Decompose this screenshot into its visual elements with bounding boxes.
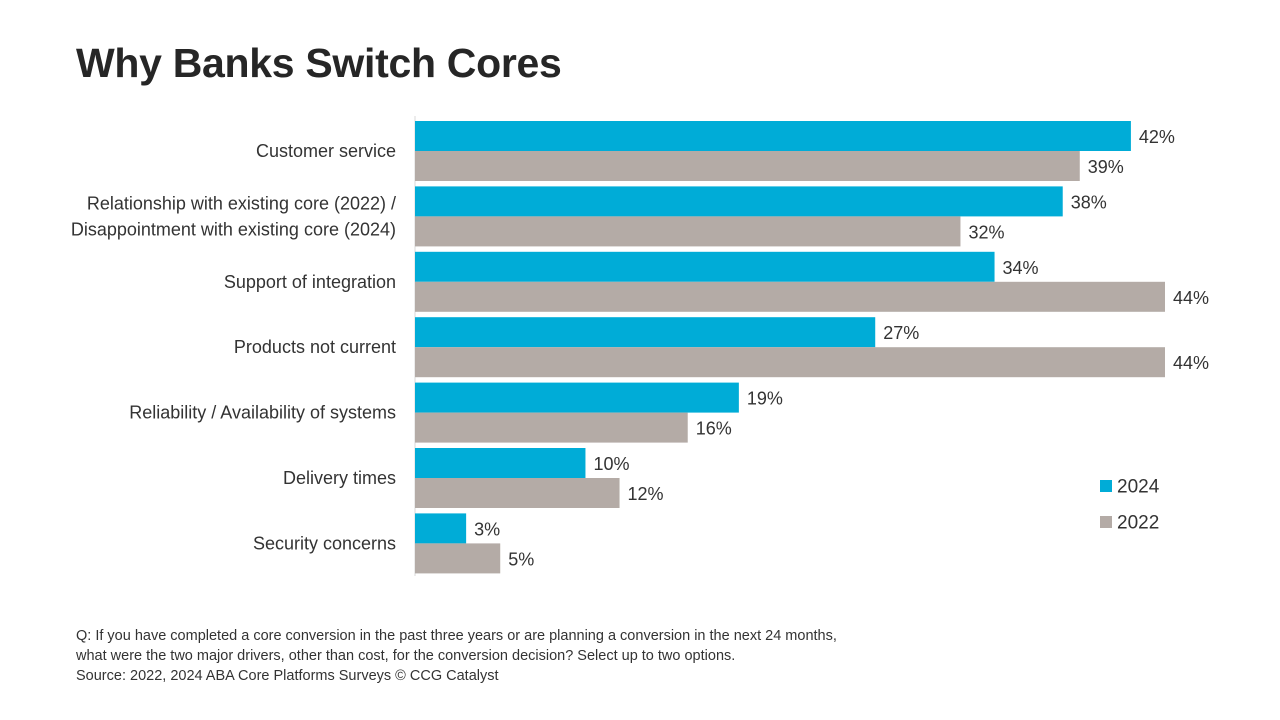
bar-2022 bbox=[415, 412, 688, 443]
bar-2024 bbox=[415, 448, 586, 478]
bar-2022 bbox=[415, 347, 1165, 378]
data-label-2024: 34% bbox=[1003, 258, 1039, 278]
bar-2024 bbox=[415, 121, 1131, 151]
category-label: Security concerns bbox=[253, 533, 396, 553]
data-label-2022: 44% bbox=[1173, 353, 1209, 373]
bar-chart: Customer service 42% 39% Relationship with … bbox=[71, 116, 1209, 576]
data-label-2022: 16% bbox=[696, 419, 732, 439]
data-label-2022: 5% bbox=[508, 549, 534, 569]
chart-title: Why Banks Switch Cores bbox=[76, 40, 562, 86]
data-label-2024: 19% bbox=[747, 389, 783, 409]
bar-2022 bbox=[415, 543, 501, 574]
data-label-2024: 10% bbox=[593, 454, 629, 474]
category-label: Reliability / Availability of systems bbox=[129, 403, 396, 423]
data-label-2022: 32% bbox=[968, 222, 1004, 242]
category-label: Relationship with existing core (2022) / bbox=[87, 193, 396, 213]
footnote-question-line-1: Q: If you have completed a core conversi… bbox=[76, 628, 837, 644]
data-label-2022: 39% bbox=[1088, 157, 1124, 177]
data-label-2024: 38% bbox=[1071, 192, 1107, 212]
data-label-2024: 27% bbox=[883, 323, 919, 343]
legend-swatch-2022 bbox=[1100, 516, 1112, 528]
data-label-2024: 3% bbox=[474, 519, 500, 539]
bar-2024 bbox=[415, 186, 1063, 217]
category-label: Delivery times bbox=[283, 468, 396, 488]
bar-2024 bbox=[415, 317, 876, 348]
bar-2022 bbox=[415, 151, 1080, 181]
data-label-2022: 44% bbox=[1173, 288, 1209, 308]
bar-2024 bbox=[415, 513, 467, 544]
footnote: Q: If you have completed a core conversi… bbox=[76, 626, 976, 686]
category-label: Customer service bbox=[256, 141, 396, 161]
footnote-question-line-2: what were the two major drivers, other t… bbox=[76, 648, 736, 664]
legend-swatch-2024 bbox=[1100, 480, 1112, 492]
category-label: Products not current bbox=[234, 337, 396, 357]
legend-label-2022: 2022 bbox=[1117, 513, 1159, 534]
data-label-2024: 42% bbox=[1139, 127, 1175, 147]
category-label: Disappointment with existing core (2024) bbox=[71, 219, 396, 239]
data-label-2022: 12% bbox=[628, 484, 664, 504]
footnote-source: Source: 2022, 2024 ABA Core Platforms Su… bbox=[76, 668, 499, 684]
bar-2022 bbox=[415, 216, 961, 247]
bar-2024 bbox=[415, 382, 739, 413]
bar-2024 bbox=[415, 251, 995, 282]
legend-label-2024: 2024 bbox=[1117, 477, 1160, 498]
bar-2022 bbox=[415, 478, 620, 508]
category-label: Support of integration bbox=[224, 272, 396, 292]
bar-2022 bbox=[415, 281, 1165, 312]
